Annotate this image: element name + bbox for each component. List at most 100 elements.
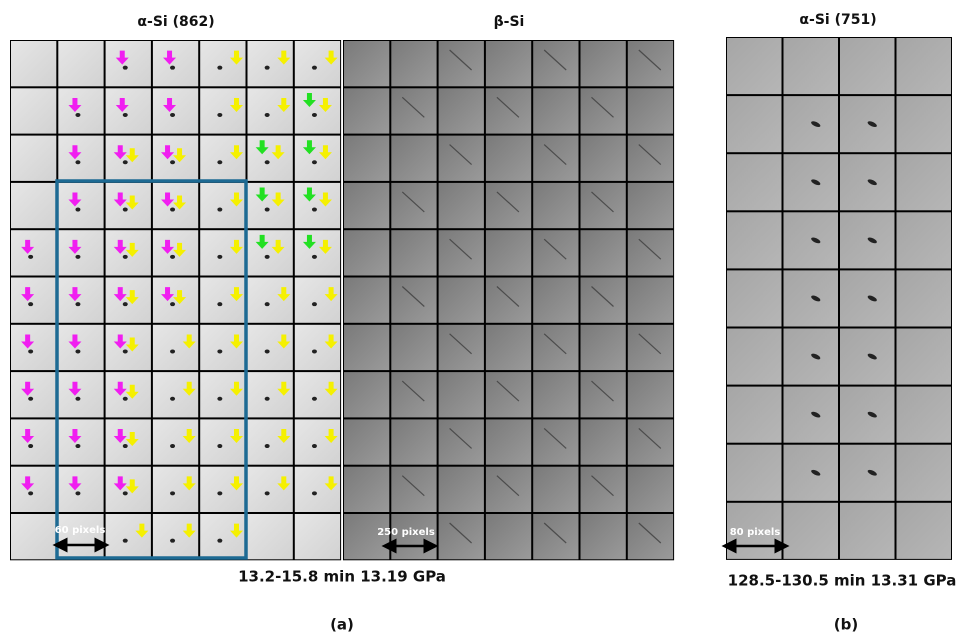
image-cell bbox=[344, 277, 390, 323]
arrow bbox=[125, 148, 139, 163]
image-cell bbox=[344, 324, 390, 371]
arrow bbox=[302, 92, 316, 107]
arrow bbox=[125, 479, 139, 494]
arrow bbox=[230, 381, 243, 396]
arrow bbox=[277, 50, 291, 65]
streak bbox=[591, 380, 614, 402]
image-cell bbox=[580, 135, 626, 181]
arrow bbox=[182, 334, 196, 349]
arrow bbox=[230, 239, 243, 254]
image-cell bbox=[152, 324, 199, 371]
arrow bbox=[318, 239, 332, 254]
spot bbox=[264, 444, 270, 449]
spot bbox=[170, 254, 176, 259]
image-cell bbox=[485, 372, 532, 418]
image-cell bbox=[294, 372, 341, 418]
image-cell bbox=[438, 88, 484, 134]
image-cell bbox=[580, 88, 626, 134]
image-cell bbox=[840, 154, 895, 211]
spot bbox=[264, 112, 270, 117]
image-cell bbox=[533, 135, 579, 181]
spot bbox=[28, 444, 34, 449]
streak bbox=[543, 144, 567, 166]
image-cell bbox=[152, 41, 199, 87]
arrow bbox=[21, 476, 35, 491]
image-cell bbox=[727, 386, 782, 443]
image-cell bbox=[247, 135, 293, 181]
arrow bbox=[302, 140, 316, 155]
image-cell bbox=[485, 88, 532, 134]
spot bbox=[122, 302, 128, 307]
arrow bbox=[161, 287, 175, 302]
spot bbox=[217, 160, 223, 165]
image-cell bbox=[344, 182, 390, 229]
image-cell bbox=[344, 419, 390, 465]
spot bbox=[811, 237, 821, 244]
arrow bbox=[125, 384, 139, 399]
spot bbox=[867, 237, 877, 244]
image-cell bbox=[627, 88, 674, 134]
streak bbox=[401, 96, 425, 118]
arrow bbox=[277, 429, 291, 444]
image-cell bbox=[727, 96, 782, 153]
spot bbox=[811, 411, 821, 418]
condition: 128.5-130.5 min 13.31 GPa bbox=[728, 572, 957, 590]
arrow bbox=[173, 148, 187, 163]
streak bbox=[543, 522, 567, 544]
image-cell bbox=[896, 154, 951, 211]
spot bbox=[867, 295, 877, 302]
image-cell bbox=[580, 372, 626, 418]
arrow bbox=[230, 50, 243, 65]
streak bbox=[496, 475, 520, 497]
image-cell bbox=[294, 324, 341, 371]
image-cell bbox=[294, 466, 341, 512]
spot bbox=[122, 349, 128, 354]
image-cell bbox=[840, 502, 895, 559]
streak bbox=[401, 380, 425, 402]
image-cell bbox=[247, 514, 293, 560]
arrow bbox=[324, 429, 338, 444]
image-cell bbox=[58, 514, 104, 560]
spot bbox=[122, 207, 128, 212]
spot bbox=[122, 254, 128, 259]
streak bbox=[543, 238, 567, 260]
spot bbox=[28, 491, 34, 496]
arrow bbox=[318, 145, 332, 160]
image-cell bbox=[727, 154, 782, 211]
image-cell bbox=[11, 41, 57, 87]
image-cell bbox=[783, 328, 838, 385]
arrow bbox=[271, 145, 285, 160]
image-cell bbox=[783, 444, 838, 501]
image-cell bbox=[344, 372, 390, 418]
arrow bbox=[182, 476, 196, 491]
spot bbox=[75, 112, 81, 117]
image-cell bbox=[105, 514, 151, 560]
spot bbox=[122, 444, 128, 449]
arrow bbox=[125, 195, 139, 210]
image-cell bbox=[294, 514, 341, 560]
arrow bbox=[271, 239, 285, 254]
alpha-si-grid bbox=[10, 40, 342, 561]
image-cell bbox=[152, 372, 199, 418]
arrow bbox=[125, 242, 139, 257]
image-cell bbox=[247, 466, 293, 512]
spot bbox=[170, 302, 176, 307]
arrow bbox=[277, 97, 291, 112]
arrow bbox=[113, 239, 127, 254]
spot bbox=[217, 302, 223, 307]
spot bbox=[75, 491, 81, 496]
image-cell bbox=[533, 41, 579, 87]
streak bbox=[543, 427, 567, 449]
image-cell bbox=[485, 419, 532, 465]
streak bbox=[591, 96, 614, 118]
arrow bbox=[302, 187, 316, 202]
image-cell bbox=[580, 182, 626, 229]
panel-title: β-Si bbox=[494, 14, 525, 30]
image-cell bbox=[896, 328, 951, 385]
image-cell bbox=[344, 135, 390, 181]
image-cell bbox=[438, 372, 484, 418]
streak bbox=[496, 380, 520, 402]
image-cell bbox=[105, 230, 151, 276]
spot bbox=[217, 207, 223, 212]
